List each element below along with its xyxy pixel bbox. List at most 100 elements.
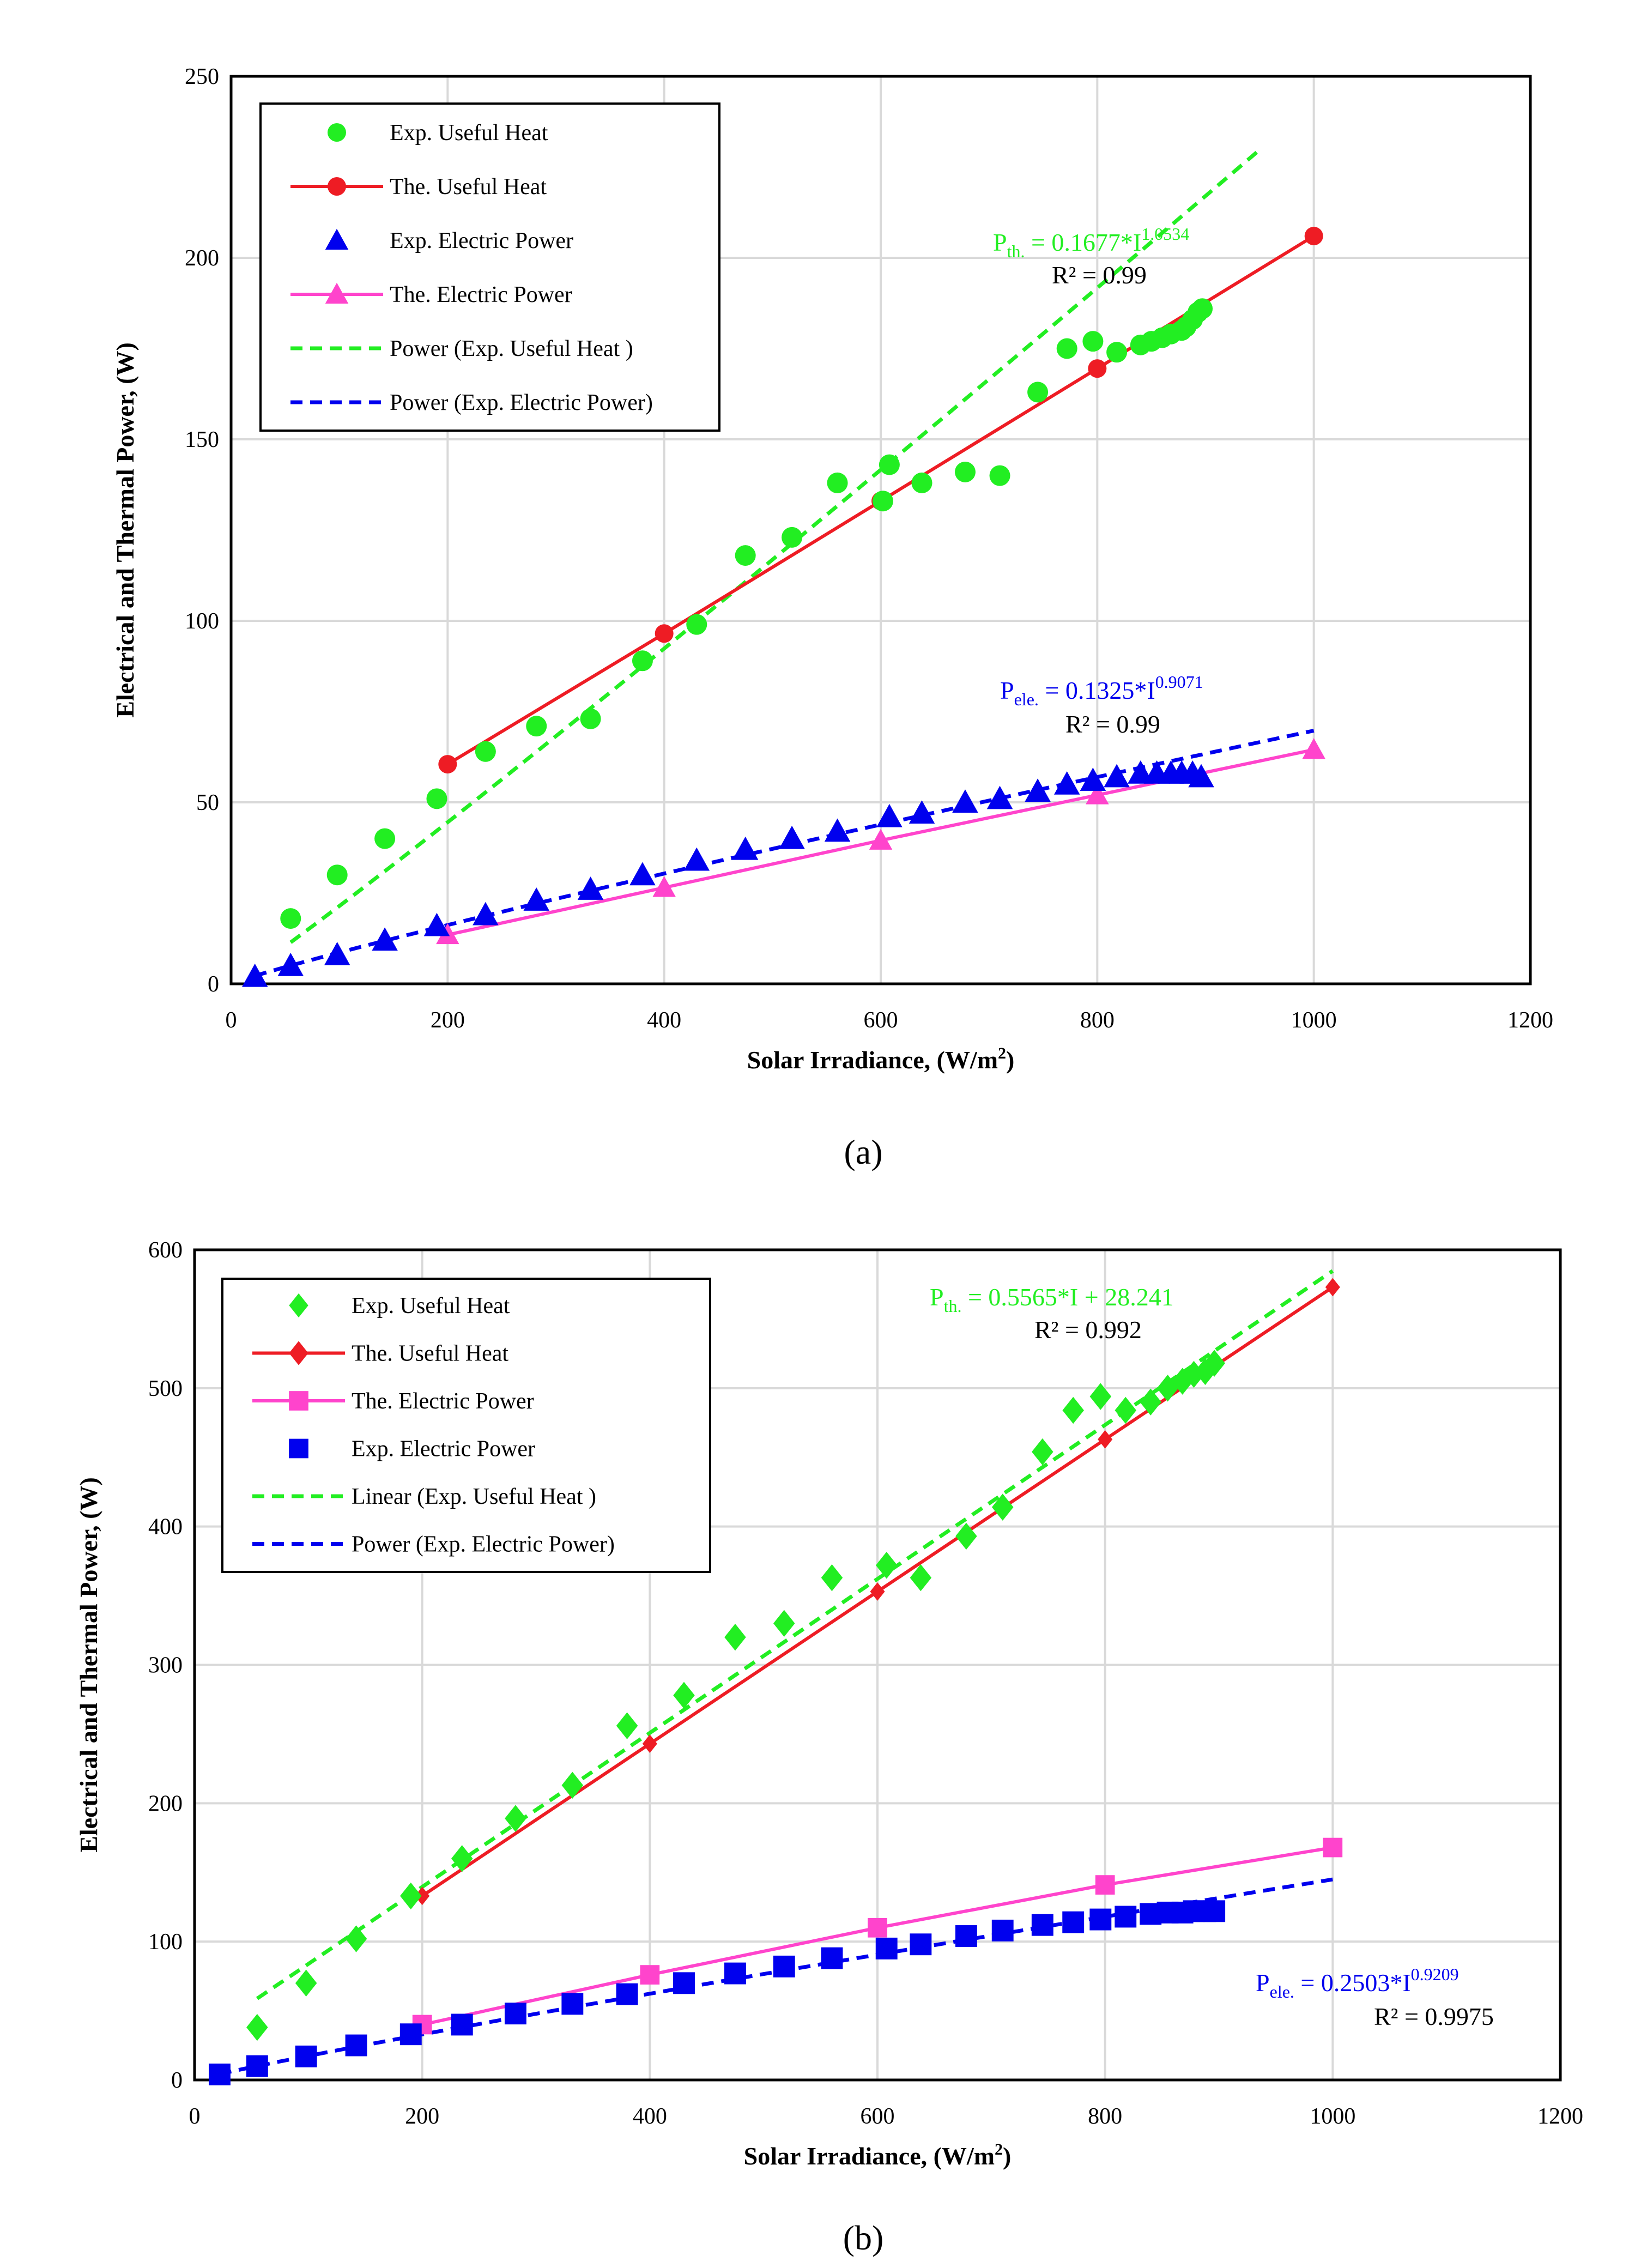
x-tick-label: 600 [861, 2104, 895, 2129]
equation-main: P [1256, 1969, 1270, 1997]
x-tick-label: 1200 [1537, 2104, 1583, 2129]
data-point [824, 818, 851, 842]
x-axis-label-main: Solar Irradiance, (W/m [744, 2142, 995, 2170]
equation-body: = 0.2503*I [1294, 1969, 1411, 1997]
data-point [1089, 1908, 1112, 1931]
data-point [732, 836, 759, 860]
data-point [246, 2013, 268, 2041]
legend-item: The. Electric Power [290, 282, 572, 307]
legend-marker [289, 1391, 308, 1411]
data-point [326, 864, 348, 886]
trendline [289, 148, 1261, 944]
y-tick-label: 50 [196, 790, 219, 815]
legend-box [259, 102, 720, 432]
legend-item: The. Useful Heat [290, 174, 547, 199]
data-point [642, 1734, 657, 1753]
r-squared-label: R² = 0.9975 [1374, 2003, 1494, 2030]
data-point [686, 614, 707, 635]
legend-label: Exp. Useful Heat [352, 1293, 510, 1319]
legend-label: Exp. Useful Heat [390, 120, 548, 146]
data-point [475, 741, 496, 762]
x-tick-label: 800 [1088, 2104, 1122, 2129]
series-exp-useful-heat [280, 298, 1213, 929]
legend-marker [289, 1438, 308, 1459]
data-point [1032, 1438, 1053, 1466]
x-tick-label: 400 [633, 2104, 667, 2129]
y-tick-labels: 0 100 200 300 400 500 600 [148, 1238, 183, 2093]
y-tick-label: 250 [185, 64, 219, 89]
data-point [1104, 764, 1130, 788]
data-point [345, 2034, 367, 2057]
y-tick-label: 600 [148, 1238, 183, 1263]
legend-label: The. Electric Power [352, 1389, 534, 1414]
legend-label: Exp. Electric Power [352, 1437, 535, 1462]
equation-main: P [1000, 676, 1014, 704]
data-point [909, 800, 935, 824]
data-point [451, 2013, 473, 2036]
data-point [991, 1919, 1014, 1942]
data-point [652, 876, 676, 897]
y-tick-label: 200 [185, 246, 219, 271]
x-tick-label: 200 [405, 2104, 439, 2129]
legend-label: Linear (Exp. Useful Heat ) [352, 1484, 596, 1509]
x-tick-label: 800 [1080, 1008, 1115, 1033]
data-point [991, 1493, 1014, 1521]
data-point [673, 1972, 695, 1994]
x-tick-label: 200 [431, 1008, 465, 1033]
y-tick-labels: 0 50 100 150 200 250 [185, 64, 219, 997]
x-tick-label: 1000 [1310, 2104, 1355, 2129]
data-point [910, 1933, 932, 1956]
y-tick-label: 300 [148, 1653, 183, 1678]
data-point [1106, 342, 1128, 363]
legend: Exp. Useful Heat The. Useful Heat The. Ele… [221, 1278, 711, 1573]
y-tick-label: 100 [185, 609, 219, 634]
data-point [827, 472, 848, 493]
legend-marker [325, 282, 349, 304]
data-point [580, 708, 601, 729]
data-point [1095, 1875, 1115, 1895]
data-point [779, 825, 805, 849]
data-point [1062, 1396, 1084, 1424]
data-point [473, 902, 499, 926]
data-point [876, 803, 903, 827]
x-axis-label-close: ) [1006, 1046, 1014, 1074]
legend-item: Power (Exp. Electric Power) [252, 1532, 615, 1557]
caption-a: (a) [844, 1133, 882, 1171]
data-point [400, 1882, 422, 1910]
data-point [869, 828, 893, 850]
data-point [277, 952, 304, 976]
r-squared-label: R² = 0.99 [1065, 710, 1160, 738]
data-point [1203, 1350, 1225, 1377]
x-axis-label-close: ) [1003, 2142, 1011, 2170]
data-point [1325, 1278, 1340, 1297]
data-point [295, 2045, 317, 2067]
legend-marker [325, 228, 349, 250]
x-tick-label: 600 [864, 1008, 898, 1033]
data-point [911, 472, 932, 493]
data-point [451, 1845, 473, 1872]
legend-label: Exp. Electric Power [390, 228, 573, 253]
legend-marker [328, 177, 346, 196]
equation-sub: ele. [1014, 690, 1039, 709]
data-point [1056, 338, 1077, 359]
data-point [426, 788, 447, 809]
data-point [208, 2063, 231, 2085]
data-point [1082, 331, 1104, 352]
equation-main: P [930, 1283, 944, 1311]
legend-marker [289, 1293, 308, 1318]
equation-main: P [993, 228, 1007, 256]
data-point [870, 1582, 885, 1601]
x-tick-label: 400 [647, 1008, 681, 1033]
y-tick-label: 200 [148, 1791, 183, 1816]
equation-body: = 0.5565*I + 28.241 [961, 1283, 1173, 1311]
y-tick-label: 0 [208, 972, 219, 997]
data-point [526, 716, 547, 737]
data-point [673, 1682, 695, 1709]
equation-label: Pth. = 0.1677*I1.0534 [993, 224, 1189, 261]
equation-sub: ele. [1270, 1982, 1294, 2001]
data-point [399, 2023, 422, 2046]
x-axis-label: Solar Irradiance, (W/m2) [744, 2140, 1012, 2170]
